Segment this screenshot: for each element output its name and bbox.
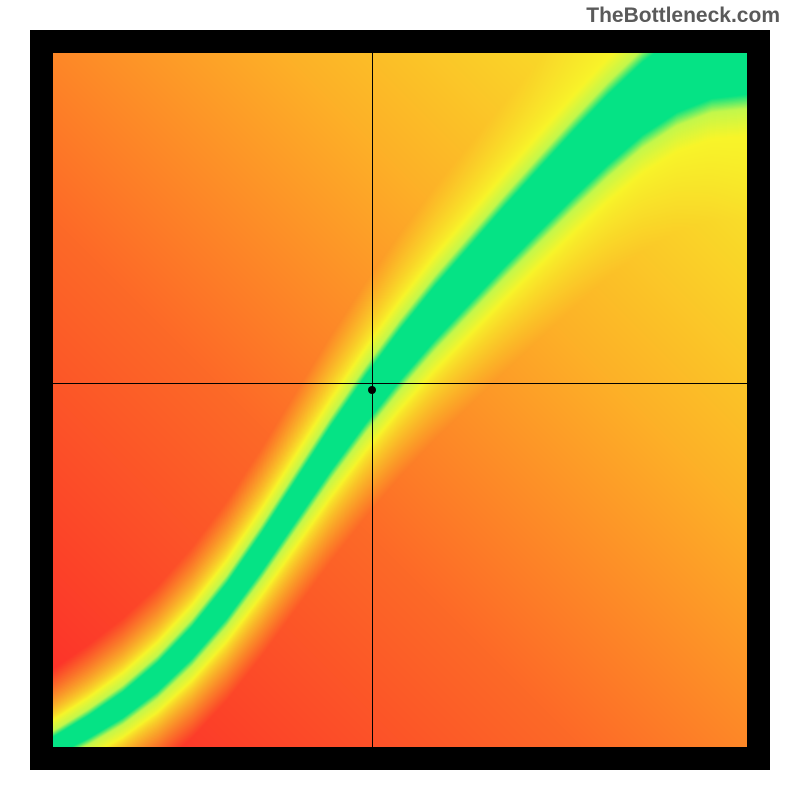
crosshair-vertical xyxy=(372,53,373,747)
crosshair-horizontal xyxy=(53,383,747,384)
heatmap-canvas xyxy=(53,53,747,747)
root: TheBottleneck.com xyxy=(0,0,800,800)
marker-dot xyxy=(368,386,376,394)
chart-frame xyxy=(30,30,770,770)
plot-area xyxy=(53,53,747,747)
watermark-text: TheBottleneck.com xyxy=(586,4,780,28)
